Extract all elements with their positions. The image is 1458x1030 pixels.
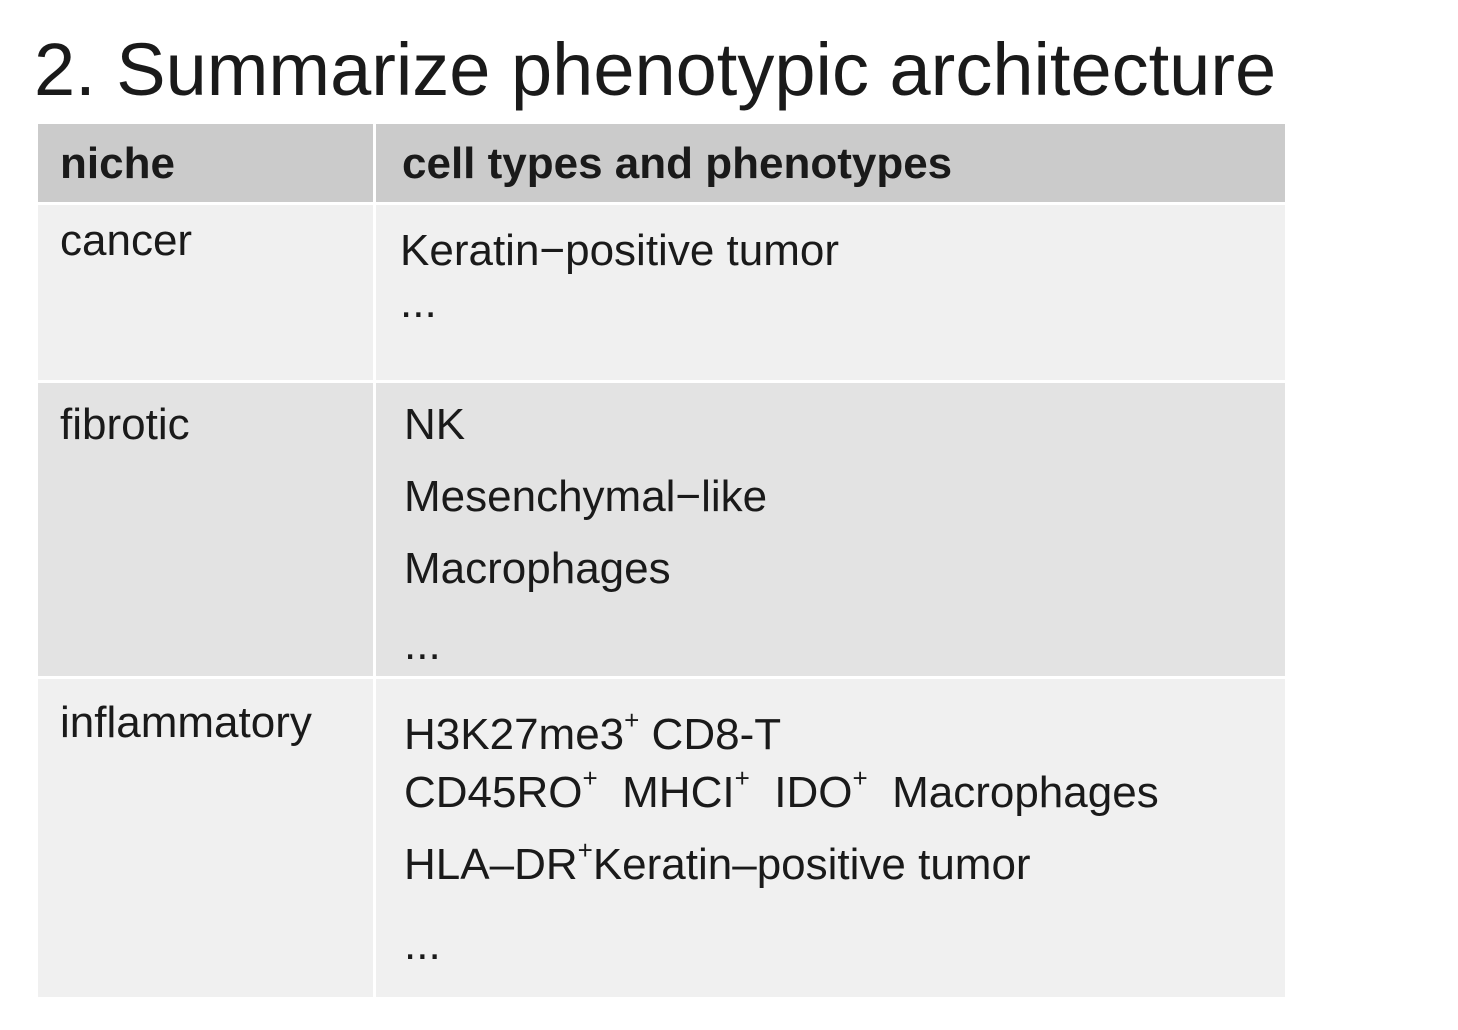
cell-type-item: Mesenchymal−like <box>404 472 768 521</box>
slide-title: 2. Summarize phenotypic architecture <box>34 28 1277 111</box>
header-cell-niche: niche <box>38 124 373 202</box>
superscript-plus: + <box>577 835 593 866</box>
superscript-plus: + <box>852 763 868 794</box>
cell-type-item: HLA–DR+Keratin–positive tumor <box>404 835 1031 889</box>
types-cell-cancer: Keratin−positive tumor ... <box>376 205 1285 380</box>
cell-type-item: ... <box>404 920 441 969</box>
types-cell-inflammatory: H3K27me3+ CD8-T CD45RO+ MHCI+ IDO+ Macro… <box>376 679 1285 997</box>
superscript-plus: + <box>734 763 750 794</box>
table-row-cancer: cancer Keratin−positive tumor ... <box>38 205 1285 380</box>
cell-type-item: Keratin−positive tumor <box>400 226 839 275</box>
superscript-plus: + <box>582 763 598 794</box>
types-cell-fibrotic: NK Mesenchymal−like Macrophages ... <box>376 383 1285 676</box>
niche-cell-cancer: cancer <box>38 205 373 380</box>
table-row-inflammatory: inflammatory H3K27me3+ CD8-T CD45RO+ MHC… <box>38 679 1285 997</box>
niche-cell-fibrotic: fibrotic <box>38 383 373 676</box>
cell-type-item: ... <box>404 620 441 669</box>
header-types-label: cell types and phenotypes <box>402 139 953 188</box>
niche-label-cancer: cancer <box>60 216 193 265</box>
niche-label-fibrotic: fibrotic <box>60 400 190 449</box>
niche-cell-inflammatory: inflammatory <box>38 679 373 997</box>
niche-label-inflammatory: inflammatory <box>60 698 312 747</box>
cell-type-item: ... <box>400 278 437 327</box>
table-header-row: niche cell types and phenotypes <box>38 124 1285 202</box>
cell-type-item: H3K27me3+ CD8-T <box>404 705 782 759</box>
header-cell-types: cell types and phenotypes <box>376 124 1285 202</box>
header-niche-label: niche <box>60 139 175 188</box>
table-row-fibrotic: fibrotic NK Mesenchymal−like Macrophages… <box>38 383 1285 676</box>
cell-type-item: Macrophages <box>404 544 671 593</box>
superscript-plus: + <box>624 705 640 736</box>
cell-type-item: NK <box>404 400 466 449</box>
cell-type-item: CD45RO+ MHCI+ IDO+ Macrophages <box>404 763 1159 817</box>
